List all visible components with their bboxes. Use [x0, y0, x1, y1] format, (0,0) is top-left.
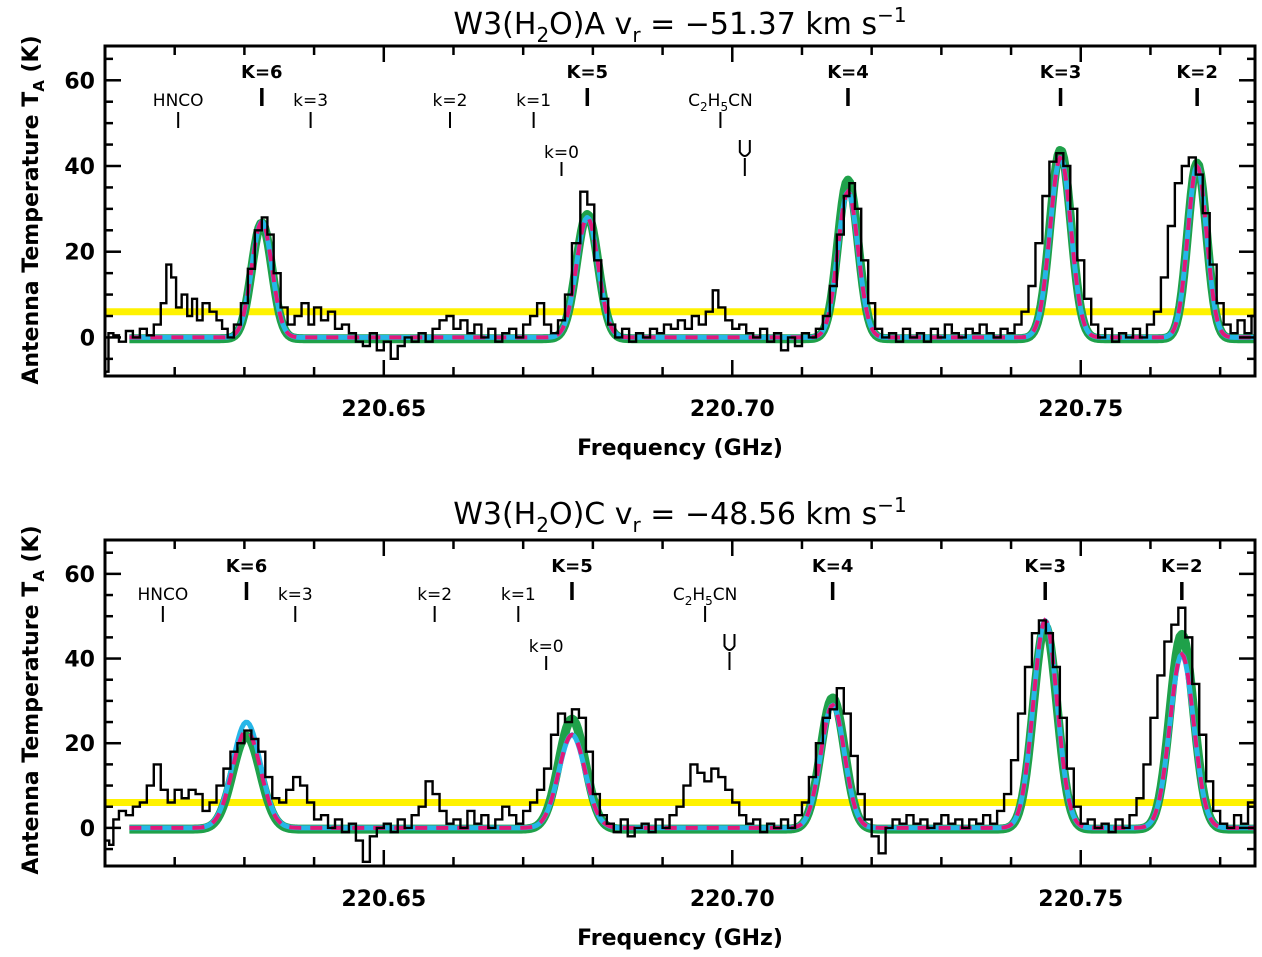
green-model-layer: [126, 621, 1258, 834]
magenta-model-layer: [129, 617, 1255, 830]
marker-label: k=2: [417, 585, 452, 605]
cyan-model-layer: [128, 618, 1256, 831]
line-marker: HNCO: [137, 585, 188, 622]
marker-label: K=5: [567, 62, 609, 83]
x-tick-label: 220.65: [341, 887, 426, 912]
line-marker: [738, 140, 751, 176]
line-marker: K=3: [1024, 556, 1066, 600]
y-axis-label: Antenna Temperature TA (K): [19, 525, 48, 874]
panel-w3-h2o-a: W3(H2O)A vr = −51.37 km s−1 Antenna Temp…: [19, 3, 1258, 461]
marker-label: k=2: [433, 91, 468, 111]
line-marker: K=2: [1176, 62, 1218, 106]
observed-spectrum-layer: [105, 151, 1257, 373]
line-markers: HNCO K=6 k=3 k=2 k=1 K=5 k=0 C2H5CN K=4 K=3 K=2: [137, 556, 1203, 670]
marker-label: HNCO: [153, 91, 204, 111]
y-tick-label: 40: [64, 155, 95, 180]
line-marker: k=3: [293, 91, 328, 128]
magenta-model-layer: [129, 155, 1255, 340]
cyan-model-curve: [128, 618, 1256, 831]
y-axis-label: Antenna Temperature TA (K): [19, 35, 48, 384]
y-tick-label: 0: [80, 817, 95, 842]
line-marker: K=2: [1161, 556, 1203, 600]
line-marker: k=3: [278, 585, 313, 622]
magenta-model-curve: [129, 155, 1255, 340]
marker-label: K=3: [1024, 556, 1066, 577]
x-tick-label: 220.65: [341, 397, 426, 422]
x-tick-label: 220.75: [1038, 397, 1123, 422]
line-marker: k=0: [529, 637, 564, 670]
marker-label: K=2: [1161, 556, 1203, 577]
magenta-model-curve: [129, 617, 1255, 830]
x-tick-label: 220.75: [1038, 887, 1123, 912]
x-axis-label: Frequency (GHz): [577, 926, 783, 951]
y-tick-label: 40: [64, 648, 95, 673]
marker-label: K=6: [241, 62, 283, 83]
line-marker: K=6: [226, 556, 268, 600]
y-tick-label: 60: [64, 69, 95, 94]
panel-title: W3(H2O)C vr = −48.56 km s−1: [453, 493, 907, 537]
axes-frame: 220.65 220.70 220.75 0 20 40 60: [64, 538, 1257, 912]
axes-frame: 220.65 220.70 220.75 0 20 40 60: [64, 44, 1257, 422]
plot-frame: [103, 44, 1257, 378]
x-axis-label: Frequency (GHz): [577, 436, 783, 461]
marker-label: C2H5CN: [673, 585, 738, 608]
line-marker: [723, 634, 736, 670]
panel-w3-h2o-c: W3(H2O)C vr = −48.56 km s−1 Antenna Temp…: [19, 493, 1258, 951]
line-marker: C2H5CN: [673, 585, 738, 622]
marker-fork: [738, 140, 751, 176]
y-tick-label: 20: [64, 732, 95, 757]
marker-label: K=2: [1176, 62, 1218, 83]
marker-label: k=1: [501, 585, 536, 605]
line-markers: HNCO K=6 k=3 k=2 k=1 K=5 k=0 C2H5CN K=4 K=3 K=2: [153, 62, 1218, 176]
marker-label: k=3: [278, 585, 313, 605]
marker-label: k=1: [516, 91, 551, 111]
observed-spectrum: [105, 151, 1257, 373]
marker-label: k=0: [544, 143, 579, 163]
marker-label: k=3: [293, 91, 328, 111]
y-tick-label: 0: [80, 326, 95, 351]
line-marker: k=2: [417, 585, 452, 622]
line-marker: K=5: [567, 62, 609, 106]
line-marker: k=1: [516, 91, 551, 128]
panel-title: W3(H2O)A vr = −51.37 km s−1: [453, 3, 906, 47]
y-tick-label: 60: [64, 563, 95, 588]
marker-label: k=0: [529, 637, 564, 657]
x-tick-label: 220.70: [690, 397, 775, 422]
marker-label: C2H5CN: [688, 91, 753, 114]
plot-frame: [103, 538, 1257, 868]
line-marker: C2H5CN: [688, 91, 753, 128]
line-marker: HNCO: [153, 91, 204, 128]
line-marker: k=2: [433, 91, 468, 128]
x-tick-label: 220.70: [690, 887, 775, 912]
observed-spectrum: [105, 606, 1257, 863]
line-marker: k=0: [544, 143, 579, 176]
green-model-curve: [126, 621, 1258, 834]
marker-label: K=4: [812, 556, 854, 577]
marker-label: HNCO: [137, 585, 188, 605]
line-marker: K=5: [551, 556, 593, 600]
line-marker: K=6: [241, 62, 283, 106]
marker-label: K=5: [551, 556, 593, 577]
line-marker: K=4: [812, 556, 854, 600]
line-marker: K=3: [1040, 62, 1082, 106]
line-marker: K=4: [827, 62, 869, 106]
marker-label: K=3: [1040, 62, 1082, 83]
marker-label: K=6: [226, 556, 268, 577]
observed-spectrum-layer: [105, 606, 1257, 863]
line-marker: k=1: [501, 585, 536, 622]
marker-label: K=4: [827, 62, 869, 83]
marker-fork: [723, 634, 736, 670]
y-tick-label: 20: [64, 241, 95, 266]
